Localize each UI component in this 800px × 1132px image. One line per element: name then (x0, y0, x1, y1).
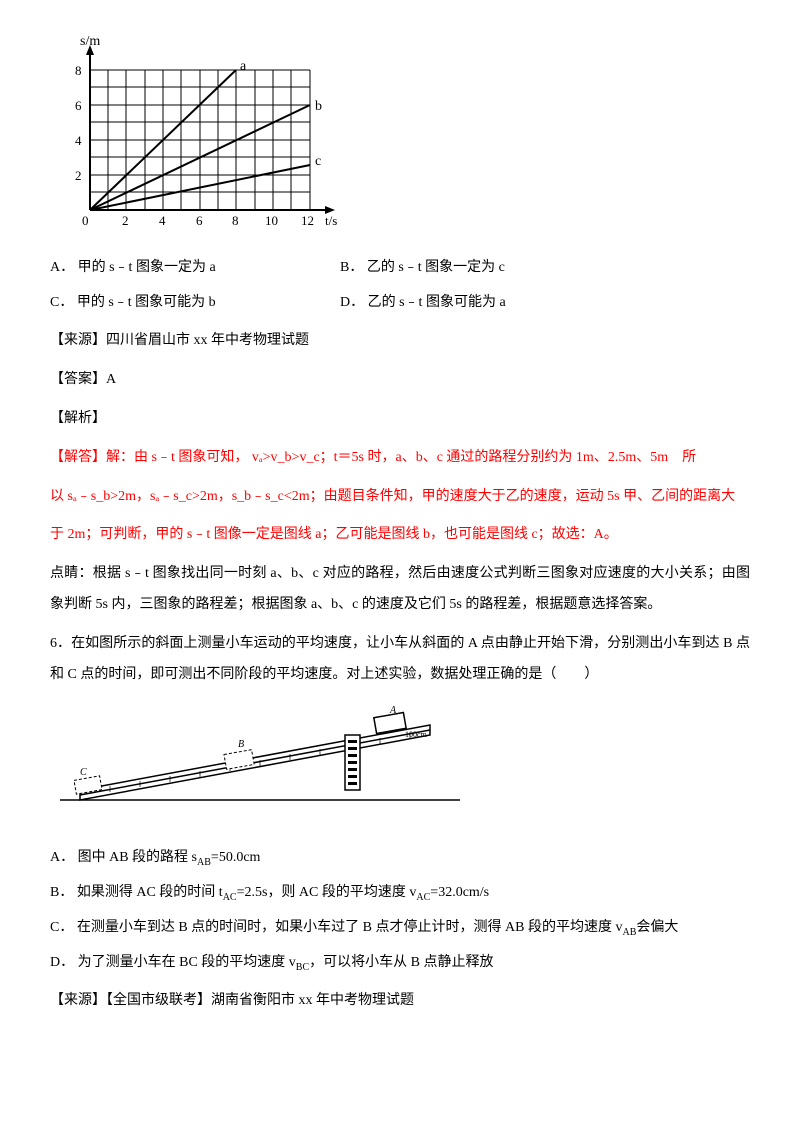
svg-text:a: a (240, 59, 247, 74)
svg-text:2: 2 (122, 213, 129, 228)
svg-text:6: 6 (75, 98, 82, 113)
svg-text:A: A (389, 705, 397, 716)
question-6: 6．在如图所示的斜面上测量小车运动的平均速度，让小车从斜面的 A 点由静止开始下… (50, 629, 750, 691)
svg-text:c: c (315, 154, 321, 169)
source-line-2: 【来源】【全国市级联考】湖南省衡阳市 xx 年中考物理试题 (50, 986, 750, 1017)
svg-text:b: b (315, 99, 322, 114)
svg-text:B: B (238, 739, 244, 750)
q6-option-c: C． 在测量小车到达 B 点的时间时，如果小车过了 B 点才停止计时，测得 AB… (50, 913, 750, 944)
source-line: 【来源】四川省眉山市 xx 年中考物理试题 (50, 326, 750, 357)
options-row-2: C． 甲的 s﹣t 图象可能为 b D． 乙的 s﹣t 图象可能为 a (50, 288, 750, 319)
answer-line: 【答案】A (50, 365, 750, 396)
svg-text:100cm: 100cm (405, 730, 428, 739)
options-row-1: A． 甲的 s﹣t 图象一定为 a B． 乙的 s﹣t 图象一定为 c (50, 253, 750, 284)
svg-text:2: 2 (75, 168, 82, 183)
solution-line-3: 于 2m；可判断，甲的 s﹣t 图像一定是图线 a；乙可能是图线 b，也可能是图… (50, 520, 750, 551)
option-a: A． 甲的 s﹣t 图象一定为 a (50, 253, 340, 284)
q6-option-d: D． 为了测量小车在 BC 段的平均速度 vBC，可以将小车从 B 点静止释放 (50, 948, 750, 979)
commentary: 点睛：根据 s﹣t 图象找出同一时刻 a、b、c 对应的路程，然后由速度公式判断… (50, 559, 750, 621)
solution-line-2: 以 sₐ﹣s_b>2m，sₐ﹣s_c>2m，s_b﹣s_c<2m；由题目条件知，… (50, 482, 750, 513)
q6-option-b: B． 如果测得 AC 段的时间 tAC=2.5s，则 AC 段的平均速度 vAC… (50, 878, 750, 909)
q6-option-a: A． 图中 AB 段的路程 sAB=50.0cm (50, 843, 750, 874)
option-b: B． 乙的 s﹣t 图象一定为 c (340, 253, 505, 284)
ramp-diagram: A B C 100cm (50, 705, 750, 828)
svg-text:0: 0 (82, 213, 89, 228)
svg-text:8: 8 (232, 213, 239, 228)
svg-text:t/s: t/s (325, 213, 337, 228)
svg-text:4: 4 (75, 133, 82, 148)
svg-text:4: 4 (159, 213, 166, 228)
svg-text:10: 10 (265, 213, 278, 228)
svg-text:C: C (80, 767, 87, 778)
svg-text:8: 8 (75, 63, 82, 78)
solution-line-1: 【解答】解：由 s﹣t 图象可知， vₐ>v_b>v_c；t＝5s 时，a、b、… (50, 443, 750, 474)
svg-text:12: 12 (301, 213, 314, 228)
analysis-label: 【解析】 (50, 404, 750, 435)
st-chart: s/m a b (50, 30, 750, 243)
svg-text:6: 6 (196, 213, 203, 228)
option-c: C． 甲的 s﹣t 图象可能为 b (50, 288, 340, 319)
option-d: D． 乙的 s﹣t 图象可能为 a (340, 288, 506, 319)
